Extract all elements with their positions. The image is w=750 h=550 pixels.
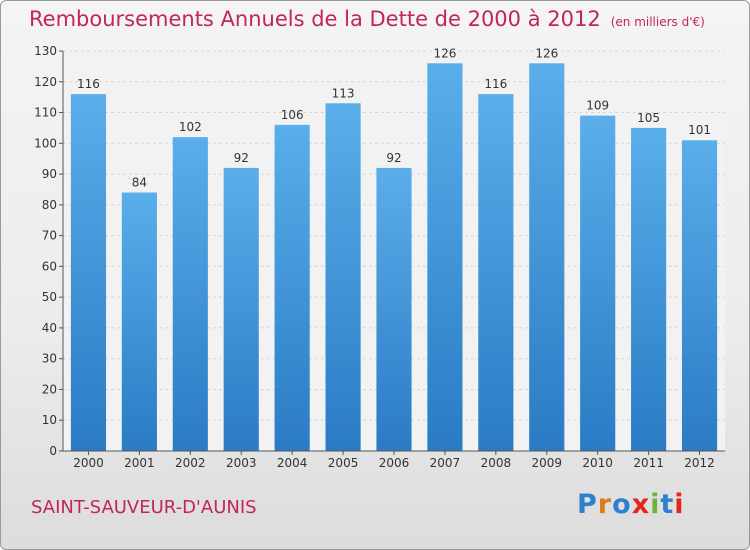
y-tick-label: 20 [42,382,57,396]
x-tick-label-2012: 2012 [684,456,715,470]
y-tick-label: 80 [42,198,57,212]
y-tick-label: 40 [42,321,57,335]
data-label-2008: 116 [484,77,507,91]
x-tick-label-2001: 2001 [124,456,155,470]
bar-2001 [121,192,157,452]
x-tick-label-2004: 2004 [277,456,308,470]
x-tick-label-2009: 2009 [531,456,562,470]
x-tick-label-2003: 2003 [226,456,257,470]
data-label-2004: 106 [281,108,304,122]
bars [70,63,718,452]
x-tick-label-2007: 2007 [430,456,461,470]
data-label-2000: 116 [77,77,100,91]
y-axis: 0 10 20 30 40 50 60 70 80 90 100 110 120 130 [34,44,64,458]
x-tick-label-2002: 2002 [175,456,206,470]
x-tick-label-2005: 2005 [328,456,359,470]
y-tick-label: 120 [34,75,57,89]
bar-2012 [681,140,718,451]
logo-letter: r [597,489,613,520]
y-tick-label: 90 [42,167,57,181]
chart-unit: (en milliers d'€) [610,15,705,29]
logo-letter: i [650,489,661,520]
bar-2004 [274,124,310,451]
y-tick-label: 110 [34,106,57,120]
chart-title: Remboursements Annuels de la Dette de 20… [29,7,705,31]
bar-2007 [427,63,463,452]
data-label-2005: 113 [332,86,355,100]
proxiti-logo: Proxiti [577,489,685,520]
y-tick-label: 50 [42,290,57,304]
y-tick-label: 100 [34,136,57,150]
x-tick-label-2000: 2000 [73,456,104,470]
x-tick-label-2006: 2006 [379,456,410,470]
y-tick-label: 0 [49,444,57,458]
chart-title-text: Remboursements Annuels de la Dette de 20… [29,7,601,31]
y-tick-label: 30 [42,352,57,366]
data-label-2007: 126 [433,46,456,60]
bar-2008 [478,94,514,452]
y-tick-label: 60 [42,259,57,273]
logo-letter: x [631,489,651,520]
bar-2006 [376,167,412,451]
data-label-2001: 84 [132,176,147,190]
y-tick-label: 130 [34,44,57,58]
data-label-2011: 105 [637,111,660,125]
logo-letter: t [660,489,675,520]
bar-2010 [580,115,616,451]
y-tick-label: 70 [42,229,57,243]
bar-2003 [223,167,259,451]
logo-letter: o [612,489,632,520]
data-label-2003: 92 [234,151,249,165]
logo-letter: P [577,489,598,520]
commune-name: SAINT-SAUVEUR-D'AUNIS [31,497,257,518]
logo-letter: i [674,489,685,520]
data-label-2012: 101 [688,123,711,137]
bar-2005 [325,103,361,452]
y-tick-label: 10 [42,413,57,427]
x-tick-label-2010: 2010 [582,456,613,470]
data-label-2010: 109 [586,99,609,113]
x-tick-label-2008: 2008 [481,456,512,470]
bar-2009 [529,63,565,452]
x-axis: 2000 2001 2002 2003 2004 2005 2006 2007 2008 2009… [63,450,725,470]
data-label-2009: 126 [535,46,558,60]
x-tick-label-2011: 2011 [633,456,664,470]
data-labels: 116 84 102 92 106 113 92 126 116 126 109 105 101 [77,46,711,189]
data-label-2006: 92 [386,151,401,165]
bar-2000 [70,94,107,452]
bar-2002 [172,137,208,451]
bar-2011 [631,127,667,451]
data-label-2002: 102 [179,120,202,134]
